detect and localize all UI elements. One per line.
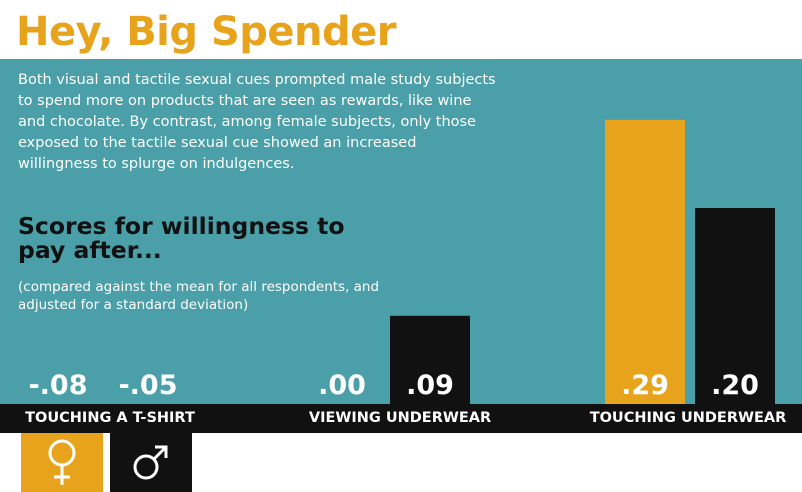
category-strip [0,404,802,433]
female-icon [48,439,76,485]
intro-text: Both visual and tactile sexual cues prom… [18,72,496,172]
value-label-1-0: .00 [318,370,366,401]
value-label-0-1: -.05 [118,370,177,401]
value-label-0-0: -.08 [28,370,87,401]
legend-female [21,433,103,492]
value-label-2-1: .20 [711,370,759,401]
bar-2-1 [695,208,775,404]
bar-2-0 [605,119,685,405]
category-label-touching-underwear: TOUCHING UNDERWEAR [589,410,787,426]
male-icon [133,445,168,480]
category-label-touching-tshirt: TOUCHING A T-SHIRT [25,410,195,426]
category-label-viewing-underwear: VIEWING UNDERWEAR [308,410,492,426]
legend-male [110,433,192,492]
value-label-1-1: .09 [406,370,454,401]
bar-1-1 [390,315,470,404]
chart-note: (compared against the mean for all respo… [18,279,380,313]
value-label-2-0: .29 [621,370,669,401]
chart-subheading: Scores for willingness to pay after... [18,212,345,264]
page-title: Hey, Big Spender [16,9,397,55]
